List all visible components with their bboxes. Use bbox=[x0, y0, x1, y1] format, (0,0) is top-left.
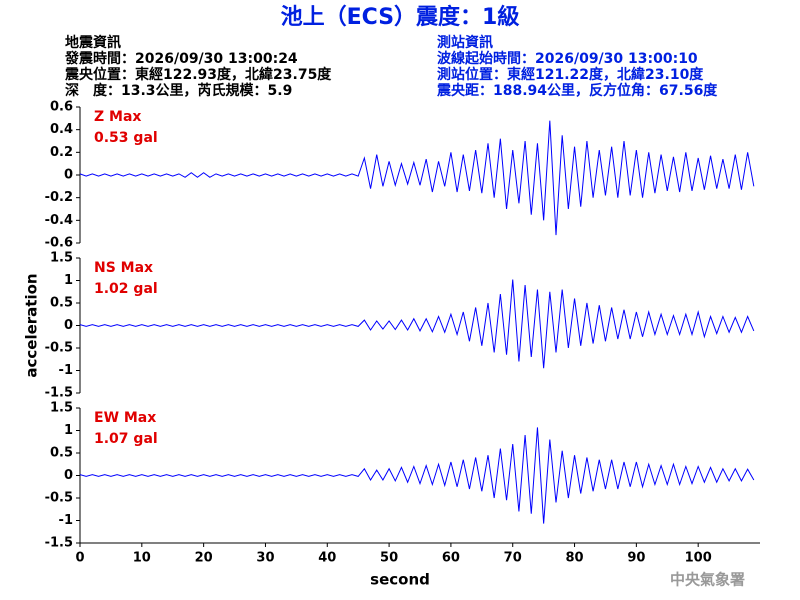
y-tick-label: 0.6 bbox=[50, 100, 73, 115]
waveform bbox=[79, 279, 755, 369]
y-tick-label: 1 bbox=[64, 273, 73, 288]
y-tick-label: 0.5 bbox=[50, 446, 73, 461]
station-info: 測站資訊 波線起始時間：2026/09/30 13:00:10 測站位置：東經1… bbox=[436, 34, 718, 99]
x-tick-label: 50 bbox=[380, 551, 398, 566]
y-tick-label: 0 bbox=[64, 468, 73, 483]
annotation: 0.53 gal bbox=[94, 130, 158, 146]
annotation: NS Max bbox=[94, 260, 153, 276]
info-line: 測站資訊 bbox=[437, 34, 493, 51]
y-tick-label: 0.2 bbox=[50, 145, 73, 160]
y-tick-label: -0.5 bbox=[45, 341, 73, 356]
info-line: 深 度：13.3公里，芮氏規模：5.9 bbox=[65, 82, 292, 99]
waveform bbox=[79, 120, 755, 236]
y-tick-label: 1 bbox=[64, 423, 73, 438]
y-tick-label: -0.5 bbox=[45, 491, 73, 506]
y-tick-label: 1.5 bbox=[50, 401, 73, 416]
x-tick-label: 20 bbox=[195, 551, 213, 566]
y-tick-label: 1.5 bbox=[50, 251, 73, 266]
y-tick-label: 0.5 bbox=[50, 296, 73, 311]
info-line: 震央距：188.94公里，反方位角：67.56度 bbox=[436, 82, 718, 99]
annotation: 1.02 gal bbox=[94, 281, 158, 297]
x-tick-label: 100 bbox=[685, 551, 712, 566]
y-tick-label: -0.6 bbox=[45, 236, 73, 251]
waveform bbox=[79, 427, 755, 524]
y-tick-label: -1.5 bbox=[45, 386, 73, 401]
y-tick-label: 0 bbox=[64, 318, 73, 333]
title: 池上（ECS）震度：1級 bbox=[281, 4, 520, 30]
info-line: 發震時間：2026/09/30 13:00:24 bbox=[64, 50, 298, 67]
y-tick-label: -1 bbox=[59, 513, 73, 528]
x-tick-label: 30 bbox=[256, 551, 274, 566]
annotation: Z Max bbox=[94, 109, 141, 125]
x-tick-label: 90 bbox=[627, 551, 645, 566]
y-tick-label: 0.4 bbox=[50, 122, 73, 137]
y-tick-label: -0.2 bbox=[45, 190, 73, 205]
info-line: 測站位置：東經121.22度，北緯23.10度 bbox=[437, 66, 704, 83]
info-line: 震央位置：東經122.93度，北緯23.75度 bbox=[64, 66, 332, 83]
info-line: 地震資訊 bbox=[65, 34, 121, 51]
x-tick-label: 40 bbox=[318, 551, 336, 566]
x-tick-label: 80 bbox=[565, 551, 583, 566]
footer: 中央氣象署 bbox=[670, 571, 745, 589]
x-axis-label: second bbox=[370, 571, 430, 589]
x-tick-label: 70 bbox=[504, 551, 522, 566]
y-tick-label: -1.5 bbox=[45, 536, 73, 551]
y-tick-label: 0 bbox=[64, 168, 73, 183]
x-tick-label: 60 bbox=[442, 551, 460, 566]
x-tick-label: 10 bbox=[133, 551, 151, 566]
annotation: EW Max bbox=[94, 410, 156, 426]
event-info: 地震資訊 發震時間：2026/09/30 13:00:24 震央位置：東經122… bbox=[64, 34, 332, 99]
y-axis-label: acceleration bbox=[23, 273, 41, 377]
y-tick-label: -1 bbox=[59, 363, 73, 378]
info-line: 波線起始時間：2026/09/30 13:00:10 bbox=[437, 50, 698, 67]
annotation: 1.07 gal bbox=[94, 431, 158, 447]
x-tick-label: 0 bbox=[75, 551, 84, 566]
y-tick-label: -0.4 bbox=[45, 213, 73, 228]
